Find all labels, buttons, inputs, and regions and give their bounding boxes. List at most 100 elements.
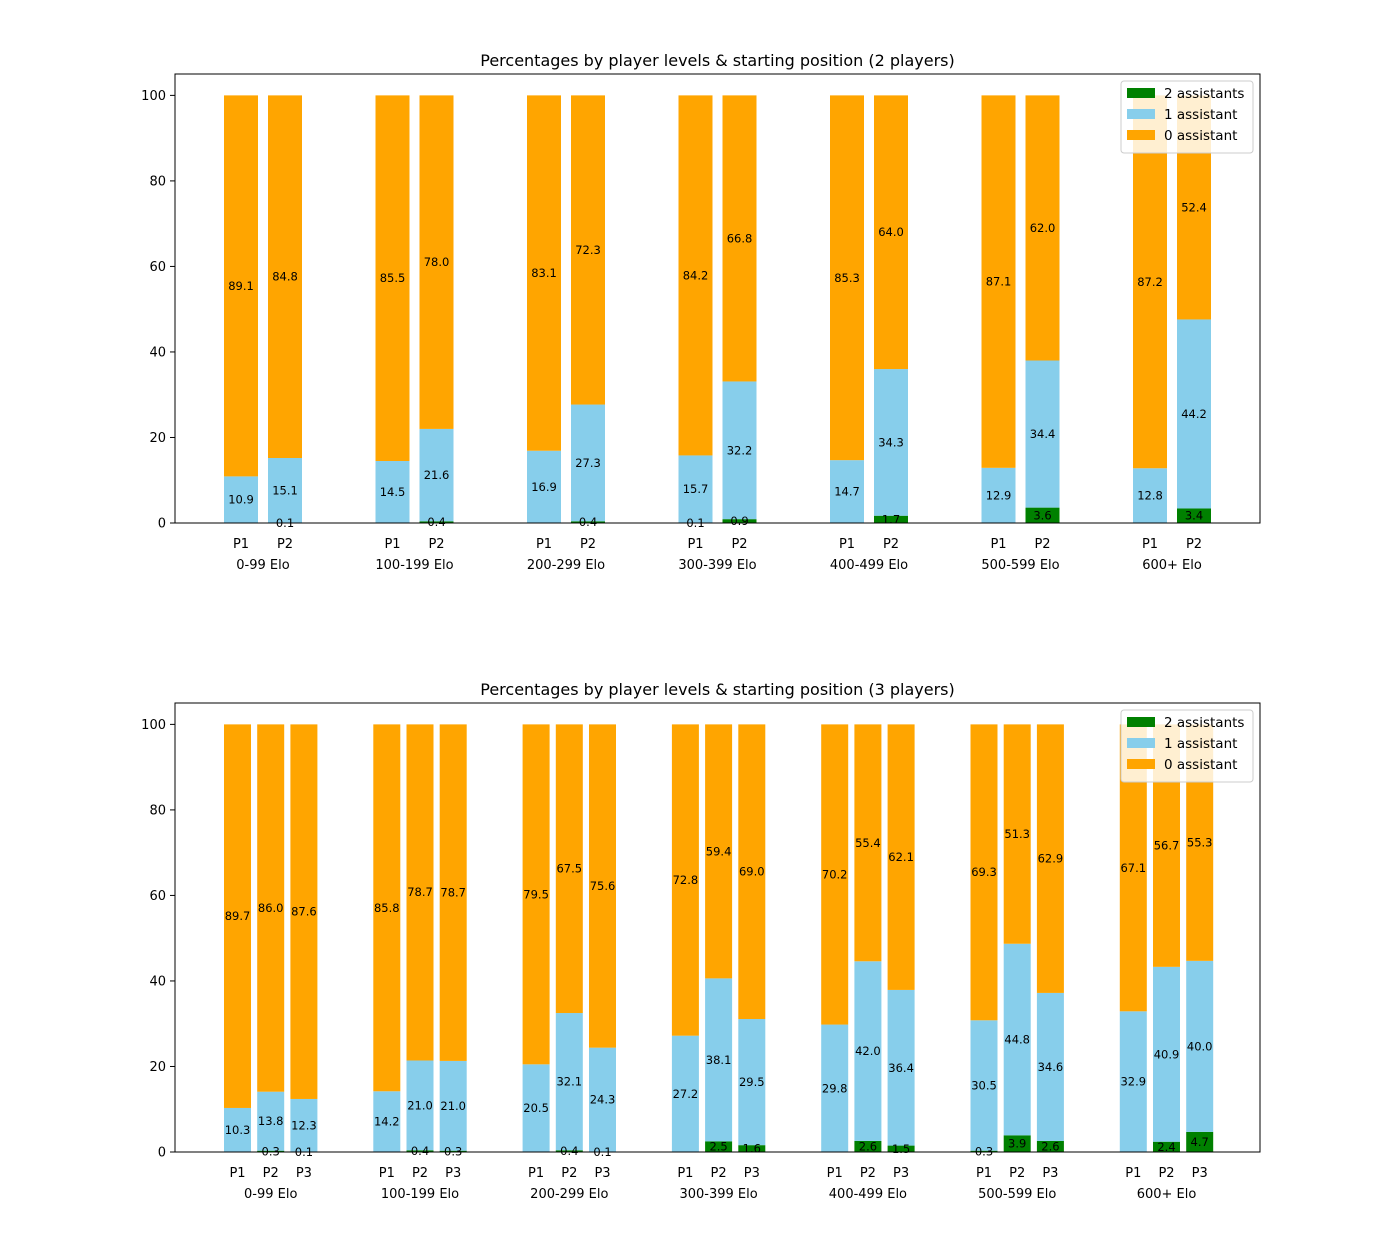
value-label-0-assistant: 51.3	[1004, 827, 1030, 841]
value-label-2-assistants: 1.6	[743, 1142, 761, 1156]
bar-segment-0-assistant	[439, 724, 467, 1061]
value-label-1-assistant: 27.3	[575, 456, 601, 470]
value-label-2-assistants: 1.7	[882, 512, 900, 526]
bar-segment-1-assistant	[406, 1060, 434, 1151]
value-label-1-assistant: 14.5	[380, 485, 406, 499]
value-label-1-assistant: 29.8	[822, 1081, 848, 1095]
value-label-0-assistant: 72.8	[673, 873, 699, 887]
value-label-1-assistant: 20.5	[523, 1101, 549, 1115]
value-label-1-assistant: 32.9	[1120, 1075, 1146, 1089]
legend: 2 assistants 1 assistant 0 assistant	[1120, 80, 1254, 154]
bar-segment-0-assistant	[821, 724, 849, 1025]
x-position-label: P1	[229, 1166, 245, 1181]
bar-segment-2-assistants	[1025, 507, 1060, 523]
value-label-1-assistant: 12.8	[1137, 489, 1163, 503]
x-group-label: 0-99 Elo	[236, 558, 289, 573]
value-label-0-assistant: 86.0	[258, 901, 284, 915]
value-label-0-assistant: 85.3	[834, 271, 860, 285]
bar-segment-1-assistant	[224, 1107, 251, 1152]
bar-segment-2-assistants	[1177, 508, 1211, 523]
value-label-1-assistant: 12.9	[986, 488, 1012, 502]
value-label-0-assistant: 70.2	[822, 867, 848, 881]
value-label-2-assistants: 4.7	[1191, 1135, 1209, 1149]
x-group-label: 500-599 Elo	[981, 558, 1059, 573]
value-label-0-assistant: 66.8	[727, 232, 753, 246]
bar-segment-0-assistant	[419, 95, 454, 429]
bar-segment-0-assistant	[830, 95, 864, 461]
chart-panel-1: Percentages by player levels & starting …	[141, 51, 1261, 573]
x-position-label: P3	[445, 1166, 461, 1181]
y-tick-label: 40	[149, 974, 166, 989]
bar-segment-0-assistant	[406, 724, 434, 1061]
value-label-1-assistant: 12.3	[291, 1118, 317, 1132]
y-tick-label: 80	[149, 174, 166, 189]
value-label-1-assistant: 29.5	[739, 1075, 765, 1089]
bar-segment-1-assistant	[1025, 360, 1060, 508]
bar-segment-1-assistant	[522, 1064, 550, 1152]
x-position-label: P1	[1125, 1166, 1141, 1181]
x-position-label: P2	[561, 1166, 577, 1181]
x-position-label: P1	[687, 537, 703, 552]
value-label-2-assistants: 0.9	[730, 514, 748, 528]
x-position-label: P2	[1186, 537, 1202, 552]
legend-label: 1 assistant	[1164, 736, 1237, 752]
bar-segment-2-assistants	[854, 1140, 882, 1152]
bar-segment-1-assistant	[1036, 992, 1064, 1141]
value-label-0-assistant: 62.0	[1030, 221, 1056, 235]
bar-segment-1-assistant	[738, 1019, 766, 1146]
value-label-1-assistant: 21.0	[440, 1099, 466, 1113]
value-label-1-assistant: 34.6	[1038, 1060, 1064, 1074]
value-label-1-assistant: 10.3	[225, 1123, 251, 1137]
value-label-2-assistants: 0.3	[444, 1144, 462, 1158]
x-group-label: 300-399 Elo	[678, 558, 756, 573]
bar-segment-0-assistant	[571, 95, 605, 405]
x-position-label: P1	[528, 1166, 544, 1181]
y-tick-label: 40	[149, 345, 166, 360]
bar-segment-0-assistant	[970, 724, 998, 1021]
value-label-1-assistant: 44.2	[1181, 407, 1207, 421]
value-label-1-assistant: 15.7	[683, 482, 709, 496]
x-position-label: P2	[412, 1166, 428, 1181]
bar-segment-0-assistant	[527, 95, 561, 451]
bar-segment-2-assistants	[439, 1150, 467, 1152]
value-label-2-assistants: 3.6	[1033, 508, 1051, 522]
legend-label: 0 assistant	[1164, 128, 1237, 144]
x-position-label: P3	[296, 1166, 312, 1181]
x-group-label: 0-99 Elo	[244, 1187, 297, 1202]
value-label-0-assistant: 78.0	[424, 255, 450, 269]
legend-label: 2 assistants	[1164, 86, 1244, 102]
x-group-label: 100-199 Elo	[375, 558, 453, 573]
bar-segment-0-assistant	[981, 95, 1016, 468]
x-group-label: 400-499 Elo	[829, 1187, 907, 1202]
bar-segment-1-assistant	[571, 404, 605, 522]
bar-segment-0-assistant	[589, 724, 616, 1048]
x-position-label: P2	[263, 1166, 279, 1181]
x-group-label: 500-599 Elo	[978, 1187, 1056, 1202]
x-position-label: P2	[860, 1166, 876, 1181]
value-label-1-assistant: 21.0	[407, 1098, 433, 1112]
bar-segment-0-assistant	[522, 724, 550, 1065]
bar-segment-1-assistant	[1003, 943, 1031, 1136]
bar-segment-1-assistant	[589, 1047, 616, 1152]
value-label-0-assistant: 59.4	[706, 844, 732, 858]
bar-segment-2-assistants	[887, 1145, 915, 1152]
bar-segment-2-assistants	[722, 519, 757, 523]
y-tick-label: 0	[158, 517, 166, 532]
x-position-label: P1	[990, 537, 1006, 552]
bar-segment-0-assistant	[373, 724, 401, 1092]
value-label-0-assistant: 79.5	[523, 887, 549, 901]
bar-segment-2-assistants	[1036, 1140, 1064, 1152]
x-group-label: 600+ Elo	[1137, 1187, 1197, 1202]
chart-title: Percentages by player levels & starting …	[480, 680, 955, 699]
legend-swatch	[1127, 88, 1155, 98]
bar-segment-2-assistants	[1186, 1131, 1214, 1152]
bar-segment-1-assistant	[290, 1098, 318, 1152]
value-label-0-assistant: 89.7	[225, 909, 251, 923]
value-label-1-assistant: 42.0	[855, 1044, 881, 1058]
value-label-1-assistant: 10.9	[228, 493, 254, 507]
bar-segment-1-assistant	[268, 458, 302, 523]
value-label-0-assistant: 52.4	[1181, 200, 1207, 214]
value-label-0-assistant: 83.1	[531, 266, 557, 280]
bar-segment-0-assistant	[705, 724, 733, 979]
value-label-2-assistants: 2.6	[859, 1139, 877, 1153]
